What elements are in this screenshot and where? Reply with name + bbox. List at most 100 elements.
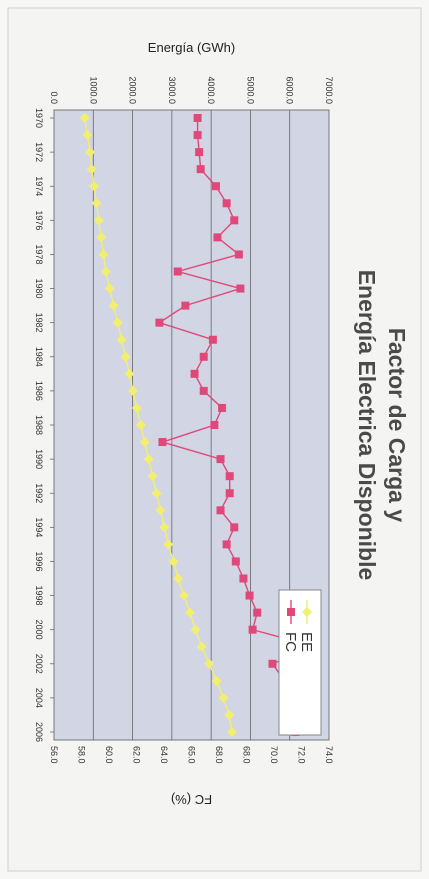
data-point-fc xyxy=(253,608,262,617)
data-point-fc xyxy=(216,455,225,464)
y-right-tick-label: 60.0 xyxy=(104,746,114,764)
y-right-tick-label: 74.0 xyxy=(324,746,334,764)
data-point-fc xyxy=(268,659,277,668)
x-tick-label: 2000 xyxy=(34,620,44,640)
data-point-ee xyxy=(79,113,90,123)
data-point-ee xyxy=(116,334,127,345)
x-tick-label: 1992 xyxy=(34,483,44,503)
data-point-ee xyxy=(108,300,119,311)
legend-marker-fc xyxy=(287,608,295,616)
y-right-tick-label: 68.0 xyxy=(214,746,224,764)
data-point-ee xyxy=(98,249,109,260)
data-point-fc xyxy=(230,523,239,532)
data-point-ee xyxy=(127,385,138,396)
data-point-fc xyxy=(222,540,231,549)
y-left-tick-label: 1000.0 xyxy=(88,76,98,104)
data-point-ee xyxy=(82,130,93,141)
data-point-ee xyxy=(196,641,207,652)
y-left-tick-label: 7000.0 xyxy=(324,76,334,104)
data-point-ee xyxy=(184,607,195,618)
chart-title-line: Factor de Carga y xyxy=(384,328,410,522)
legend-marker-ee xyxy=(302,607,312,617)
data-point-fc xyxy=(213,233,222,242)
data-point-ee xyxy=(104,283,115,294)
chart-root: 0.0 1000.0 2000.0 3000.0 4000.0 5000.0 6000.0 7… xyxy=(7,7,422,872)
data-point-fc xyxy=(193,131,202,140)
x-tick-label: 1986 xyxy=(34,381,44,401)
y-left-tick-label: 5000.0 xyxy=(245,76,255,104)
data-point-ee xyxy=(173,573,184,584)
data-point-fc xyxy=(218,403,227,412)
x-tick-label: 2006 xyxy=(34,722,44,742)
data-point-fc xyxy=(230,216,239,225)
data-point-fc xyxy=(234,250,243,259)
x-tick-label: 1984 xyxy=(34,347,44,367)
data-point-fc xyxy=(222,199,231,208)
x-tick-label: 1974 xyxy=(34,176,44,196)
x-tick-label: 1980 xyxy=(34,279,44,299)
data-point-ee xyxy=(124,368,135,379)
data-point-fc xyxy=(211,182,220,191)
y-right-tick-label: 58.0 xyxy=(77,746,87,764)
y-right-tick-label: 62.0 xyxy=(132,746,142,764)
legend-label-fc: FC xyxy=(282,632,299,652)
y-left-tick-label: 0.0 xyxy=(49,91,59,104)
data-point-ee xyxy=(100,266,111,277)
chart-rotated-group: 0.0 1000.0 2000.0 3000.0 4000.0 5000.0 6000.0 7… xyxy=(7,7,422,872)
data-point-fc xyxy=(248,625,257,634)
data-point-fc xyxy=(193,114,202,122)
y-right-tick-label: 64.0 xyxy=(159,746,169,764)
data-point-ee xyxy=(179,590,190,601)
data-point-fc xyxy=(158,438,167,447)
y-right-tick-label: 70.0 xyxy=(269,746,279,764)
data-point-ee xyxy=(211,675,222,686)
data-point-ee xyxy=(159,522,170,533)
data-point-fc xyxy=(195,148,204,157)
data-point-ee xyxy=(204,658,215,669)
y-right-tick-label: 56.0 xyxy=(49,746,59,764)
data-point-fc xyxy=(236,284,245,293)
data-point-ee xyxy=(91,198,102,209)
y-left-tick-label: 6000.0 xyxy=(285,76,295,104)
data-point-fc xyxy=(181,301,190,310)
data-point-ee xyxy=(135,420,146,430)
data-point-ee xyxy=(155,505,166,516)
data-point-ee xyxy=(86,164,97,175)
data-point-fc xyxy=(155,318,164,327)
x-tick-label: 1998 xyxy=(34,586,44,606)
data-point-ee xyxy=(89,181,100,192)
x-tick-label: 1970 xyxy=(34,108,44,128)
y-left-tick-label: 4000.0 xyxy=(206,76,216,104)
data-point-ee xyxy=(143,454,154,465)
data-point-ee xyxy=(163,539,174,550)
data-point-fc xyxy=(173,267,182,276)
x-tick-label: 1994 xyxy=(34,517,44,537)
data-point-ee xyxy=(218,692,229,703)
data-point-fc xyxy=(190,369,199,378)
data-point-ee xyxy=(120,351,131,362)
y-right-axis-title: FC (%) xyxy=(171,792,212,807)
data-point-ee xyxy=(96,232,107,243)
y-left-tick-label: 2000.0 xyxy=(128,76,138,104)
data-point-ee xyxy=(93,215,104,226)
data-point-ee xyxy=(226,727,237,737)
data-point-fc xyxy=(245,591,254,600)
y-left-axis-title: Energía (GWh) xyxy=(148,40,235,55)
data-point-ee xyxy=(85,147,96,158)
y-right-tick-label: 65.0 xyxy=(187,746,197,764)
data-point-ee xyxy=(151,488,162,499)
x-tick-label: 1978 xyxy=(34,244,44,264)
x-tick-label: 1976 xyxy=(34,210,44,230)
x-tick-label: 2002 xyxy=(34,654,44,674)
y-right-tick-label: 72.0 xyxy=(297,746,307,764)
data-point-ee xyxy=(112,317,123,328)
data-point-ee xyxy=(139,437,150,448)
x-tick-label: 1982 xyxy=(34,313,44,333)
y-right-tick-label: 68.0 xyxy=(242,746,252,764)
x-tick-label: 1988 xyxy=(34,415,44,435)
x-tick-label: 1972 xyxy=(34,142,44,162)
data-point-fc xyxy=(231,557,240,566)
data-point-fc xyxy=(199,352,208,361)
